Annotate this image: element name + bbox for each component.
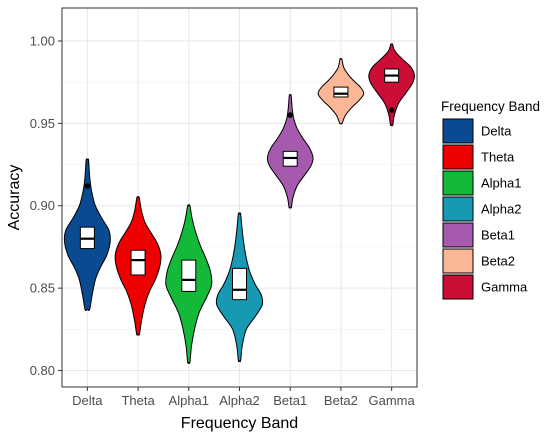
violin-delta — [63, 158, 111, 312]
x-tick-label: Alpha1 — [169, 393, 209, 408]
x-tick-label: Beta1 — [273, 393, 307, 408]
y-axis: 0.80 0.85 0.90 0.95 1.00 — [30, 33, 62, 378]
outlier-point — [84, 183, 91, 189]
legend-item-alpha1: Alpha1 — [442, 170, 521, 196]
legend-key — [442, 222, 474, 248]
legend-key — [442, 248, 474, 274]
legend-key — [442, 274, 474, 300]
violins — [63, 43, 415, 364]
legend-label: Alpha1 — [481, 176, 521, 191]
legend: Frequency Band Delta Theta Alpha1 Alpha2 Bet… — [441, 99, 540, 300]
legend-item-beta1: Beta1 — [442, 222, 515, 248]
violin-beta2 — [317, 57, 365, 125]
outlier-point — [388, 107, 395, 113]
legend-key — [442, 118, 474, 144]
y-tick-label: 1.00 — [30, 33, 55, 48]
x-tick-label: Alpha2 — [219, 393, 259, 408]
x-axis: Delta Theta Alpha1 Alpha2 Beta1 Beta2 Gamma — [72, 387, 416, 408]
legend-label: Theta — [481, 150, 515, 165]
legend-key — [442, 170, 474, 196]
x-axis-title: Frequency Band — [181, 415, 298, 432]
x-tick-label: Theta — [121, 393, 155, 408]
box-iqr — [333, 86, 349, 98]
y-tick-label: 0.80 — [30, 363, 55, 378]
legend-item-beta2: Beta2 — [442, 248, 515, 274]
plot-panel — [61, 7, 418, 388]
legend-item-theta: Theta — [442, 144, 515, 170]
y-axis-title: Accuracy — [6, 165, 23, 231]
violin-shape — [368, 43, 415, 127]
box-iqr — [232, 267, 247, 301]
outlier-point — [287, 112, 294, 118]
legend-title: Frequency Band — [441, 99, 540, 114]
y-tick-label: 0.85 — [30, 281, 55, 296]
legend-item-delta: Delta — [442, 118, 512, 144]
legend-label: Alpha2 — [481, 202, 521, 217]
box-iqr — [181, 259, 197, 292]
violin-beta1 — [266, 93, 314, 209]
legend-label: Beta2 — [481, 254, 515, 269]
legend-label: Beta1 — [481, 228, 515, 243]
violin-alpha1 — [165, 204, 213, 364]
legend-key — [442, 144, 474, 170]
legend-label: Delta — [481, 124, 512, 139]
x-tick-label: Gamma — [369, 393, 416, 408]
legend-key — [442, 196, 474, 222]
violin-theta — [114, 196, 162, 336]
box-iqr — [130, 249, 146, 276]
violin-gamma — [368, 43, 415, 127]
legend-item-gamma: Gamma — [442, 274, 528, 300]
x-tick-label: Delta — [72, 393, 103, 408]
legend-item-alpha2: Alpha2 — [442, 196, 521, 222]
x-tick-label: Beta2 — [324, 393, 358, 408]
violin-alpha2 — [215, 212, 264, 363]
y-tick-label: 0.90 — [30, 198, 55, 213]
y-tick-label: 0.95 — [30, 116, 55, 131]
legend-label: Gamma — [481, 280, 528, 295]
